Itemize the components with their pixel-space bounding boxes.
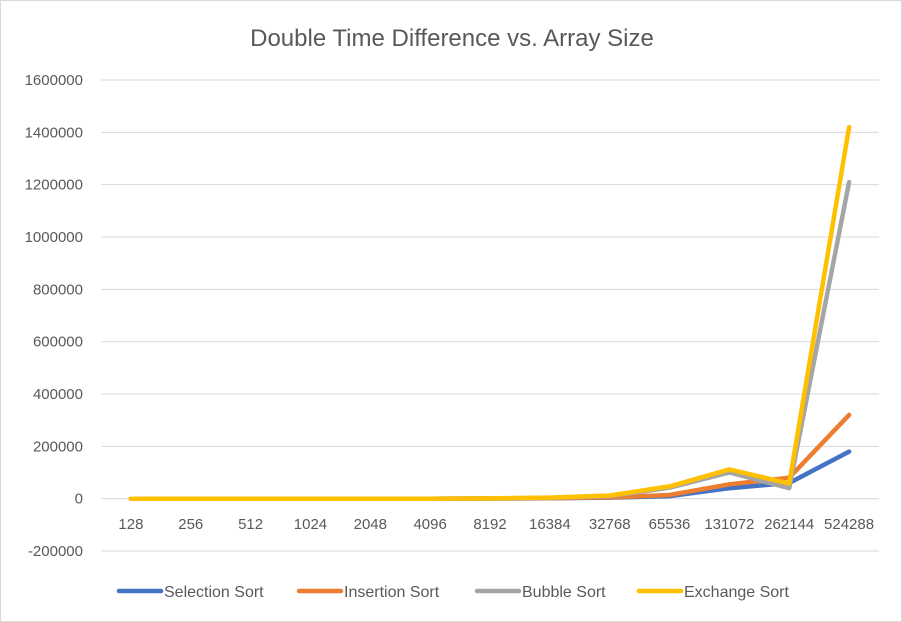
x-tick-label: 65536	[649, 516, 691, 533]
series-line-exchange-sort	[128, 124, 852, 501]
y-tick-label: 400000	[33, 386, 83, 403]
series-line-bubble-sort	[128, 179, 852, 501]
legend: Selection Sort Insertion Sort Bubble Sort E…	[116, 584, 790, 601]
y-tick-label: 1600000	[25, 72, 83, 89]
x-tick-label: 32768	[589, 516, 631, 533]
x-tick-label: 256	[178, 516, 203, 533]
y-tick-label: 1000000	[25, 229, 83, 246]
legend-label-selection-sort: Selection Sort	[164, 584, 264, 601]
x-tick-label: 4096	[413, 516, 446, 533]
x-tick-label: 524288	[824, 516, 874, 533]
y-axis-tick-labels: -200000 0 200000 400000 600000 800000 1000000 1…	[25, 72, 83, 560]
series-lines	[128, 124, 852, 501]
x-tick-label: 8192	[473, 516, 506, 533]
legend-label-bubble-sort: Bubble Sort	[522, 584, 606, 601]
x-tick-label: 2048	[354, 516, 387, 533]
y-tick-label: 0	[75, 491, 83, 508]
y-tick-label: 800000	[33, 281, 83, 298]
x-axis-tick-labels: 128 256 512 1024 2048 4096 8192 16384 32768 65536…	[118, 516, 874, 533]
x-tick-label: 128	[118, 516, 143, 533]
legend-label-insertion-sort: Insertion Sort	[344, 584, 440, 601]
y-tick-label: 1400000	[25, 124, 83, 141]
x-tick-label: 262144	[764, 516, 814, 533]
x-tick-label: 131072	[704, 516, 754, 533]
y-tick-label: 200000	[33, 438, 83, 455]
y-tick-label: 600000	[33, 334, 83, 351]
x-tick-label: 512	[238, 516, 263, 533]
y-tick-label: 1200000	[25, 177, 83, 194]
chart-title: Double Time Difference vs. Array Size	[250, 25, 654, 52]
y-tick-label: -200000	[28, 543, 83, 560]
x-tick-label: 1024	[294, 516, 327, 533]
legend-label-exchange-sort: Exchange Sort	[684, 584, 790, 601]
x-tick-label: 16384	[529, 516, 571, 533]
